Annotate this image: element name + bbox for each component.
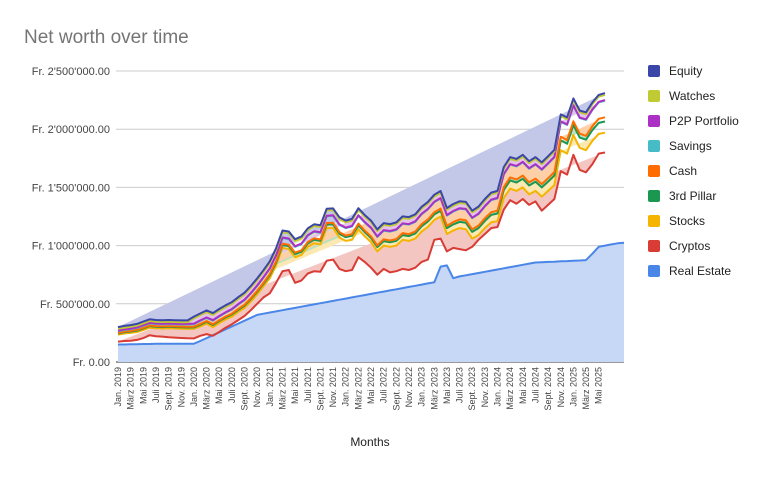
x-tick-label: Jan. 2024 bbox=[493, 367, 503, 407]
x-tick-label: Sept. 2022 bbox=[391, 367, 401, 411]
line-p2p-portfolio bbox=[117, 99, 606, 332]
x-tick-label: Jan. 2025 bbox=[568, 367, 578, 407]
x-tick-label: Juli 2023 bbox=[455, 367, 465, 403]
y-tick-label: Fr. 1'000'000.00 bbox=[32, 241, 110, 253]
x-tick-label: März 2019 bbox=[126, 367, 136, 410]
x-tick-label: Sept. 2021 bbox=[315, 367, 325, 411]
legend-label: Savings bbox=[669, 139, 712, 153]
y-tick-label: Fr. 2'500'000.00 bbox=[32, 66, 110, 78]
x-tick-label: Jan. 2020 bbox=[189, 367, 199, 407]
x-tick-label: Nov. 2019 bbox=[176, 367, 186, 407]
x-tick-label: Jan. 2023 bbox=[417, 367, 427, 407]
x-tick-label: Juli 2024 bbox=[531, 367, 541, 403]
legend-label: Watches bbox=[669, 89, 715, 103]
legend-label: Equity bbox=[669, 64, 702, 78]
x-tick-label: Juli 2019 bbox=[151, 367, 161, 403]
y-axis: Fr. 0.00 Fr. 500'000.00 Fr. 1'000'000.00 Fr… bbox=[32, 66, 110, 369]
x-tick-label: Sept. 2023 bbox=[467, 367, 477, 411]
x-tick-label: März 2024 bbox=[505, 367, 515, 410]
x-tick-label: Juli 2021 bbox=[303, 367, 313, 403]
x-tick-label: Nov. 2022 bbox=[404, 367, 414, 407]
legend-label: Stocks bbox=[669, 214, 705, 228]
x-tick-label: März 2021 bbox=[278, 367, 288, 410]
x-tick-label: Mai 2020 bbox=[214, 367, 224, 404]
x-tick-label: Nov. 2020 bbox=[252, 367, 262, 407]
line-watches bbox=[117, 93, 606, 330]
y-tick-label: Fr. 2'000'000.00 bbox=[32, 124, 110, 136]
legend-swatch bbox=[648, 65, 660, 77]
x-tick-label: Juli 2022 bbox=[379, 367, 389, 403]
x-tick-label: März 2022 bbox=[353, 367, 363, 410]
legend-label: 3rd Pillar bbox=[669, 189, 716, 203]
x-tick-label: Mai 2023 bbox=[442, 367, 452, 404]
legend-label: Cryptos bbox=[669, 239, 710, 253]
legend-swatch bbox=[648, 215, 660, 227]
area-real-estate bbox=[118, 242, 624, 362]
x-tick-label: Jan. 2021 bbox=[265, 367, 275, 407]
legend-swatch bbox=[648, 165, 660, 177]
x-tick-label: Mai 2024 bbox=[518, 367, 528, 404]
legend-swatch bbox=[648, 240, 660, 252]
x-tick-label: März 2023 bbox=[429, 367, 439, 410]
x-tick-label: Jan. 2019 bbox=[113, 367, 123, 407]
x-tick-label: Jan. 2022 bbox=[341, 367, 351, 407]
line-stocks bbox=[117, 131, 606, 336]
x-tick-label: Nov. 2021 bbox=[328, 367, 338, 407]
x-tick-label: Nov. 2023 bbox=[480, 367, 490, 407]
x-axis-title: Months bbox=[350, 435, 389, 449]
legend-swatch bbox=[648, 115, 660, 127]
y-tick-label: Fr. 0.00 bbox=[73, 357, 110, 369]
x-tick-label: Mai 2019 bbox=[138, 367, 148, 404]
legend-swatch bbox=[648, 140, 660, 152]
line-cash bbox=[117, 116, 606, 334]
y-tick-label: Fr. 500'000.00 bbox=[40, 299, 110, 311]
x-tick-label: März 2025 bbox=[581, 367, 591, 410]
series-lines bbox=[117, 92, 625, 346]
legend-swatch bbox=[648, 90, 660, 102]
legend-label: Real Estate bbox=[669, 264, 731, 278]
x-tick-label: Mai 2025 bbox=[594, 367, 604, 404]
legend: Equity Watches P2P Portfolio Savings Cash 3rd… bbox=[648, 64, 739, 278]
x-tick-label: Juli 2020 bbox=[227, 367, 237, 403]
x-tick-label: Nov. 2024 bbox=[556, 367, 566, 407]
x-tick-label: Sept. 2020 bbox=[240, 367, 250, 411]
x-tick-label: Mai 2021 bbox=[290, 367, 300, 404]
chart-title: Net worth over time bbox=[24, 27, 189, 48]
line-equity bbox=[117, 92, 606, 329]
legend-swatch bbox=[648, 265, 660, 277]
x-tick-label: Sept. 2024 bbox=[543, 367, 553, 411]
y-tick-label: Fr. 1'500'000.00 bbox=[32, 182, 110, 194]
x-tick-label: Sept. 2019 bbox=[164, 367, 174, 411]
x-tick-label: März 2020 bbox=[202, 367, 212, 410]
legend-label: Cash bbox=[669, 164, 697, 178]
x-tick-label: Mai 2022 bbox=[366, 367, 376, 404]
line-cryptos bbox=[117, 151, 606, 343]
legend-swatch bbox=[648, 190, 660, 202]
line-real-estate bbox=[118, 241, 625, 346]
legend-label: P2P Portfolio bbox=[669, 114, 739, 128]
x-axis: Jan. 2019 März 2019 Mai 2019 Juli 2019 Sept.… bbox=[113, 367, 604, 411]
